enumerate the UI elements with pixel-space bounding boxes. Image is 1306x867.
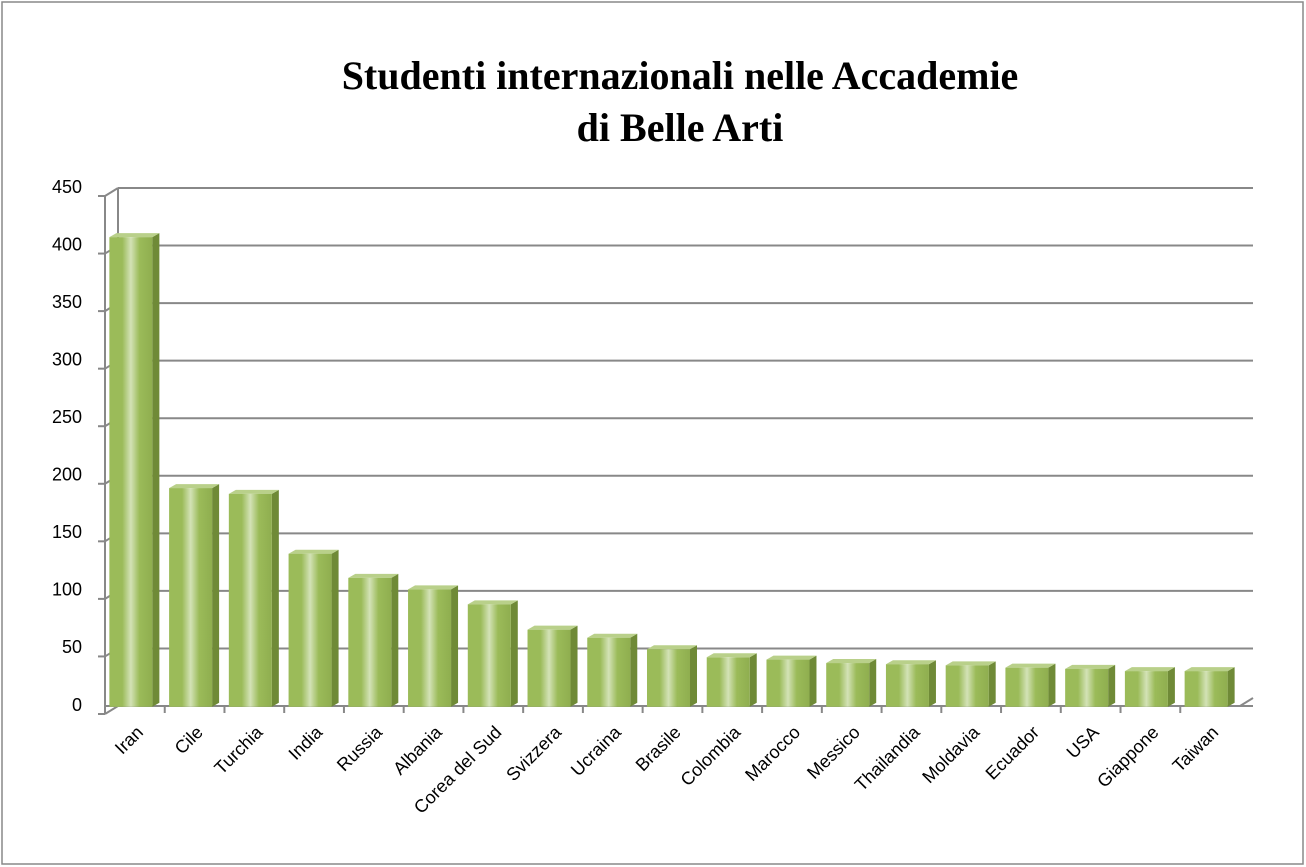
bar-top — [527, 625, 578, 630]
bar-top — [169, 484, 220, 489]
bar-top — [1124, 667, 1175, 672]
bar-top — [1184, 667, 1235, 672]
bar — [1124, 671, 1168, 707]
bar — [646, 649, 691, 707]
bar — [288, 553, 332, 707]
bar-side — [1108, 664, 1116, 707]
bar-side — [391, 573, 399, 707]
bar — [169, 488, 213, 707]
bar-side — [988, 661, 996, 707]
chart-title: di Belle Arti — [577, 105, 784, 150]
bar-side — [1227, 667, 1235, 707]
y-tick-label: 200 — [52, 465, 82, 485]
bar — [885, 664, 929, 707]
bar-top — [1065, 664, 1116, 669]
y-tick-label: 150 — [52, 522, 82, 542]
bar-top — [706, 653, 757, 658]
bar-side — [630, 633, 638, 707]
bar-side — [1167, 667, 1175, 707]
bar-side — [570, 625, 578, 707]
bar-side — [749, 653, 757, 707]
bar — [109, 237, 153, 707]
bar — [527, 629, 571, 707]
bar-side — [1048, 663, 1056, 707]
bar — [766, 659, 810, 707]
bar — [1184, 671, 1228, 707]
bar — [706, 657, 750, 707]
bar — [1065, 668, 1109, 707]
wall-line — [104, 187, 119, 197]
bar — [1005, 667, 1049, 707]
bar-top — [288, 549, 339, 554]
bar-top — [228, 489, 279, 494]
bar-top — [109, 233, 160, 238]
x-axis — [1239, 697, 1254, 707]
y-tick-label: 250 — [52, 407, 82, 427]
y-tick-label: 400 — [52, 234, 82, 254]
bar-side — [212, 484, 220, 707]
y-tick-label: 0 — [72, 695, 82, 715]
bar — [467, 604, 511, 707]
bar-side — [928, 660, 936, 707]
bar — [408, 589, 452, 707]
bar-top — [826, 659, 877, 664]
wall-line — [104, 705, 119, 715]
bar-side — [331, 549, 339, 707]
bar-top — [945, 661, 996, 666]
bar-side — [690, 645, 698, 707]
bar-top — [766, 655, 817, 660]
bar-top — [646, 645, 698, 650]
y-tick-label: 50 — [62, 637, 82, 657]
bar — [587, 637, 631, 707]
bar-side — [510, 600, 518, 707]
bar-top — [1005, 663, 1056, 668]
y-tick-label: 100 — [52, 580, 82, 600]
bar-top — [348, 573, 399, 578]
bar — [348, 577, 392, 707]
bar-side — [809, 655, 817, 707]
bar — [228, 493, 272, 707]
bar-top — [467, 600, 518, 605]
chart-title: Studenti internazionali nelle Accademie — [342, 53, 1019, 98]
bar-side — [271, 489, 279, 707]
bar-top — [587, 633, 638, 638]
bar — [826, 663, 870, 707]
bar-side — [869, 659, 877, 707]
y-tick-label: 350 — [52, 292, 82, 312]
y-tick-label: 300 — [52, 349, 82, 369]
bar-side — [451, 585, 459, 707]
bar-top — [885, 660, 936, 665]
bar-top — [408, 585, 459, 590]
bar — [945, 665, 989, 707]
y-tick-label: 450 — [52, 177, 82, 197]
bar-side — [152, 233, 160, 707]
